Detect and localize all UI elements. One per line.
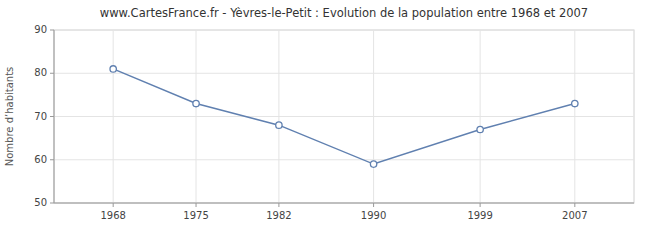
y-grid-line (54, 30, 634, 31)
series-line (113, 69, 575, 164)
x-tick (373, 203, 374, 207)
data-point (370, 161, 376, 167)
y-tick (50, 73, 54, 74)
x-grid-line (574, 30, 575, 203)
grid (54, 30, 634, 203)
x-tick-label: 1999 (467, 210, 492, 221)
y-tick (50, 159, 54, 160)
plot-frame (54, 30, 634, 203)
x-grid-line (113, 30, 114, 203)
y-tick (50, 203, 54, 204)
data-point (110, 66, 116, 72)
x-tick (480, 203, 481, 207)
y-grid-line (54, 73, 634, 74)
x-grid-line (373, 30, 374, 203)
chart-title: www.CartesFrance.fr - Yèvres-le-Petit : … (100, 6, 588, 20)
y-tick (50, 116, 54, 117)
data-point (276, 122, 282, 128)
y-axis-label: Nombre d’habitants (4, 67, 15, 167)
x-tick (574, 203, 575, 207)
x-grid-line (480, 30, 481, 203)
x-tick-label: 2007 (562, 210, 587, 221)
y-tick (50, 30, 54, 31)
x-tick (113, 203, 114, 207)
data-point (477, 126, 483, 132)
x-tick-label: 1968 (100, 210, 125, 221)
y-tick-label: 60 (34, 154, 47, 165)
data-point (193, 100, 199, 106)
series (110, 66, 578, 168)
data-point (572, 100, 578, 106)
x-grid-line (278, 30, 279, 203)
axes: 50 60 70 80 90 1968 1975 1982 1990 1999 2007 (34, 24, 634, 221)
x-grid-line (196, 30, 197, 203)
y-grid-line (54, 159, 634, 160)
chart-svg: 50 60 70 80 90 1968 1975 1982 1990 1999 2007 www.Ca… (0, 0, 650, 229)
y-grid-line (54, 203, 634, 204)
y-tick-label: 70 (34, 111, 47, 122)
y-grid-line (54, 116, 634, 117)
chart-container: 50 60 70 80 90 1968 1975 1982 1990 1999 2007 www.Ca… (0, 0, 650, 229)
y-axis-line (54, 30, 55, 203)
x-tick-label: 1990 (361, 210, 386, 221)
x-tick (278, 203, 279, 207)
y-tick-label: 90 (34, 24, 47, 35)
x-axis-line (54, 203, 634, 204)
y-tick-label: 80 (34, 67, 47, 78)
x-tick (196, 203, 197, 207)
x-tick-label: 1975 (183, 210, 208, 221)
y-tick-label: 50 (34, 197, 47, 208)
x-tick-label: 1982 (266, 210, 291, 221)
